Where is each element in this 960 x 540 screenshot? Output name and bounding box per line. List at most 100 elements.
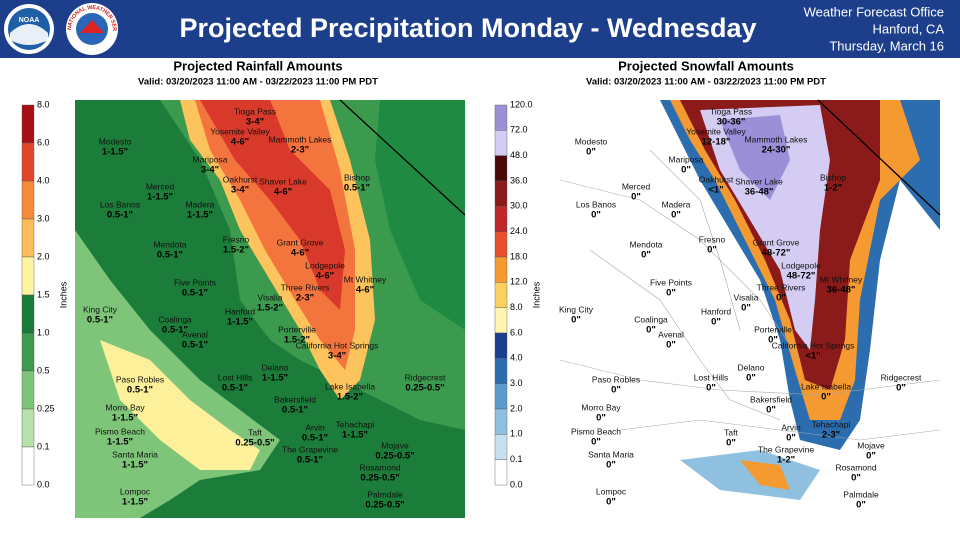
place-amount: 1.5-2" — [257, 303, 283, 314]
place-amount: 36-48" — [827, 285, 856, 296]
scale-label: 0.5 — [37, 365, 50, 375]
place-name: The Grapevine — [758, 444, 814, 454]
place-name: Merced — [622, 181, 651, 191]
place-name: Hanford — [701, 306, 732, 316]
place-amount: 0.5-1" — [157, 250, 183, 261]
scale-swatch — [494, 206, 508, 232]
place-amount: 1.5-2" — [337, 392, 363, 403]
county-line — [649, 149, 741, 331]
place-amount: 0.5-1" — [302, 433, 328, 444]
place-name: Yosemite Valley — [686, 126, 746, 136]
place-name: Ridgecrest — [881, 372, 922, 382]
scale-swatch — [21, 294, 35, 334]
place-amount: 36-48" — [745, 187, 774, 198]
scale-swatch — [494, 408, 508, 435]
place-amount: 4-6" — [291, 248, 309, 259]
scale-swatch — [494, 358, 508, 384]
place-amount: 1-1.5" — [227, 317, 253, 328]
place-name: Modesto — [575, 136, 608, 146]
map-zone — [740, 460, 790, 490]
scale-label: 2.0 — [510, 403, 523, 413]
place-name: King City — [559, 304, 594, 314]
place-name: Arvin — [305, 422, 325, 432]
header-band — [0, 0, 960, 58]
place-amount: 1-1.5" — [112, 413, 138, 424]
place-amount: 0" — [851, 473, 861, 484]
place-amount: 0" — [726, 438, 736, 449]
place-name: Fresno — [699, 234, 726, 244]
place-name: Santa Maria — [588, 449, 634, 459]
place-name: The Grapevine — [282, 444, 338, 454]
scale-swatch — [494, 231, 508, 258]
place-amount: 1-1.5" — [147, 192, 173, 203]
state-line — [339, 99, 466, 216]
place-name: Five Points — [174, 277, 216, 287]
place-name: Coalinga — [158, 314, 192, 324]
place-amount: 0.25-0.5" — [360, 473, 399, 484]
place-name: Tioga Pass — [710, 106, 752, 116]
scale-swatch — [494, 434, 508, 460]
place-amount: 4-6" — [316, 271, 334, 282]
place-amount: 0" — [606, 497, 616, 508]
place-name: Mojave — [857, 440, 885, 450]
rain-map — [75, 99, 466, 518]
nws-mark — [80, 20, 104, 33]
scale-swatch — [21, 370, 35, 410]
map-zone — [700, 105, 830, 350]
place-amount: 0" — [586, 147, 596, 158]
place-amount: 0" — [666, 340, 676, 351]
place-amount: 1-1.5" — [262, 373, 288, 384]
place-name: Mt Whitney — [344, 274, 387, 284]
place-amount: 1-1.5" — [187, 210, 213, 221]
main-title: Projected Precipitation Monday - Wednesd… — [179, 13, 756, 43]
place-amount: 0" — [591, 210, 601, 221]
place-name: Shaver Lake — [735, 176, 783, 186]
scale-label: 0.0 — [510, 479, 523, 489]
scale-swatch — [494, 104, 508, 131]
place-amount: 1-2" — [824, 183, 842, 194]
place-amount: 0.25-0.5" — [235, 438, 274, 449]
scale-label: 8.0 — [37, 99, 50, 109]
place-name: Lake Isabella — [801, 381, 851, 391]
place-name: California Hot Springs — [296, 340, 379, 350]
place-name: Yosemite Valley — [210, 126, 270, 136]
state-line — [817, 99, 941, 216]
place-name: Palmdale — [367, 489, 403, 499]
scale-swatch — [494, 130, 508, 156]
map-zone — [720, 115, 790, 200]
place-name: Bishop — [344, 172, 370, 182]
place-name: Los Banos — [100, 199, 140, 209]
place-amount: 0" — [746, 373, 756, 384]
place-amount: 3-4" — [246, 117, 264, 128]
place-name: Avenal — [658, 329, 684, 339]
scale-swatch — [21, 446, 35, 486]
place-amount: 0.5-1" — [162, 325, 188, 336]
place-amount: 0.5-1" — [107, 210, 133, 221]
place-amount: 0" — [707, 245, 717, 256]
scale-swatch — [494, 155, 508, 182]
map-title: Projected Rainfall Amounts — [173, 58, 342, 73]
place-amount: 24-30" — [762, 145, 791, 156]
place-amount: 0" — [671, 210, 681, 221]
map-valid: Valid: 03/20/2023 11:00 AM - 03/22/2023 … — [138, 77, 378, 88]
office-line: Weather Forecast Office — [804, 4, 944, 19]
map-zone — [200, 100, 345, 310]
place-name: Oakhurst — [223, 174, 258, 184]
place-amount: 3-4" — [231, 185, 249, 196]
place-name: Mariposa — [193, 154, 228, 164]
place-name: Avenal — [182, 329, 208, 339]
map-zone — [100, 340, 260, 470]
place-amount: 4-6" — [356, 285, 374, 296]
county-line — [619, 419, 941, 441]
place-name: Delano — [738, 362, 765, 372]
map-title: Projected Snowfall Amounts — [618, 58, 794, 73]
place-amount: 0.5-1" — [182, 340, 208, 351]
place-amount: 48-72" — [762, 248, 791, 259]
place-name: Mammoth Lakes — [269, 134, 332, 144]
scale-label: 6.0 — [510, 327, 523, 337]
scale-label: 30.0 — [510, 201, 528, 211]
scale-label: 0.1 — [37, 441, 50, 451]
place-name: Grant Grove — [753, 237, 800, 247]
map-zone — [375, 100, 465, 330]
place-amount: 0" — [706, 383, 716, 394]
